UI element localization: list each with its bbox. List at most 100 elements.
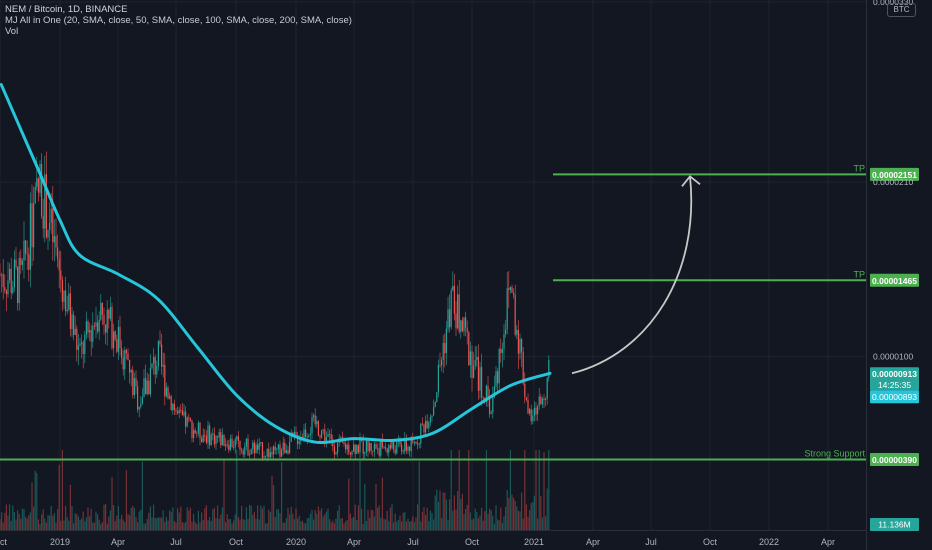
volume-bar bbox=[532, 502, 534, 530]
candle-body bbox=[114, 331, 116, 340]
candle-body bbox=[343, 442, 345, 444]
candle-body bbox=[10, 268, 12, 294]
volume-bar bbox=[276, 509, 278, 530]
volume-bar bbox=[477, 518, 479, 530]
candle-body bbox=[194, 429, 196, 434]
volume-bar bbox=[201, 512, 203, 530]
volume-bar bbox=[255, 518, 257, 530]
volume-bar bbox=[498, 520, 500, 530]
volume-bar bbox=[377, 507, 379, 530]
candle-body bbox=[212, 433, 214, 435]
volume-bar bbox=[431, 512, 433, 530]
volume-bar bbox=[444, 492, 446, 530]
candle-body bbox=[2, 274, 4, 288]
volume-bar bbox=[487, 513, 489, 530]
volume-label[interactable]: Vol bbox=[5, 26, 19, 37]
candle-body bbox=[346, 444, 348, 450]
volume-bar bbox=[52, 515, 54, 530]
volume-bar bbox=[82, 511, 84, 530]
volume-bar bbox=[527, 516, 529, 530]
level-price-tag-text: 0.00001465 bbox=[872, 276, 917, 286]
candle-body bbox=[202, 434, 204, 442]
candle-body bbox=[39, 163, 41, 193]
candle-body bbox=[281, 450, 283, 457]
candle-body bbox=[505, 329, 507, 335]
volume-bar bbox=[90, 508, 92, 530]
volume-bar bbox=[357, 505, 359, 530]
volume-bar bbox=[34, 470, 36, 530]
volume-bar bbox=[388, 521, 390, 530]
volume-bar bbox=[197, 510, 199, 530]
candle-body bbox=[463, 317, 465, 332]
candle-body bbox=[124, 349, 126, 370]
candle-body bbox=[84, 334, 86, 355]
volume-bar bbox=[506, 490, 508, 530]
candle-body bbox=[298, 441, 300, 444]
candle-body bbox=[369, 443, 371, 452]
candle-body bbox=[490, 412, 492, 414]
candle-body bbox=[173, 403, 175, 411]
candle-body bbox=[433, 406, 435, 416]
candle-body bbox=[45, 174, 47, 238]
volume-bar bbox=[284, 522, 286, 530]
volume-bar bbox=[247, 518, 249, 530]
candle-body bbox=[445, 328, 447, 354]
candle-body bbox=[393, 441, 395, 450]
volume-bar bbox=[180, 506, 182, 530]
volume-bar bbox=[33, 506, 35, 530]
volume-bar bbox=[420, 521, 422, 530]
volume-bar bbox=[225, 522, 227, 530]
candle-body bbox=[372, 450, 374, 452]
volume-bar bbox=[170, 512, 172, 530]
candle-body bbox=[285, 450, 287, 453]
indicator-label[interactable]: MJ All in One (20, SMA, close, 50, SMA, … bbox=[5, 15, 352, 26]
volume-bar bbox=[101, 522, 103, 530]
candle-body bbox=[186, 417, 188, 427]
level-price-tag: 0.00000390 bbox=[870, 453, 919, 466]
candle-body bbox=[322, 429, 324, 431]
volume-bar bbox=[5, 504, 7, 530]
volume-bar bbox=[25, 516, 27, 530]
candle-body bbox=[364, 452, 366, 454]
volume-bar bbox=[439, 490, 441, 530]
candle-body bbox=[473, 365, 475, 378]
volume-bar bbox=[474, 508, 476, 530]
candle-body bbox=[353, 444, 355, 452]
volume-bar bbox=[500, 507, 502, 530]
candle-body bbox=[474, 360, 476, 366]
candle-body bbox=[345, 443, 347, 450]
candle-body bbox=[34, 186, 36, 204]
candle-body bbox=[434, 402, 436, 407]
volume-layer bbox=[0, 450, 550, 530]
candle-body bbox=[373, 444, 375, 452]
candle-body bbox=[50, 208, 52, 223]
volume-bar bbox=[332, 520, 334, 530]
candle-body bbox=[25, 240, 27, 254]
candle-body bbox=[306, 436, 308, 438]
volume-bar bbox=[337, 510, 339, 530]
volume-bar bbox=[36, 472, 38, 530]
level-price-tag: 0.00002151 bbox=[870, 167, 919, 181]
volume-bar bbox=[521, 492, 523, 530]
candle-body bbox=[354, 444, 356, 454]
volume-bar bbox=[29, 512, 31, 530]
candle-body bbox=[221, 434, 223, 446]
volume-bar bbox=[533, 495, 535, 530]
candle-body bbox=[167, 387, 169, 399]
volume-bar bbox=[543, 452, 545, 530]
price-tick-label: 0.0000100 bbox=[873, 352, 913, 362]
currency-badge[interactable]: BTC bbox=[887, 3, 916, 17]
volume-bar bbox=[442, 492, 444, 530]
candle-body bbox=[279, 444, 281, 457]
symbol-title[interactable]: NEM / Bitcoin, 1D, BINANCE bbox=[5, 4, 128, 15]
volume-bar bbox=[79, 519, 81, 530]
level-label: TP bbox=[853, 269, 865, 279]
volume-bar bbox=[0, 519, 1, 530]
candle-body bbox=[103, 314, 105, 325]
candle-body bbox=[63, 290, 65, 302]
volume-bar bbox=[236, 450, 238, 530]
candle-body bbox=[407, 446, 409, 451]
last-price-text: 0.00000913 bbox=[872, 369, 917, 379]
volume-bar bbox=[175, 522, 177, 530]
